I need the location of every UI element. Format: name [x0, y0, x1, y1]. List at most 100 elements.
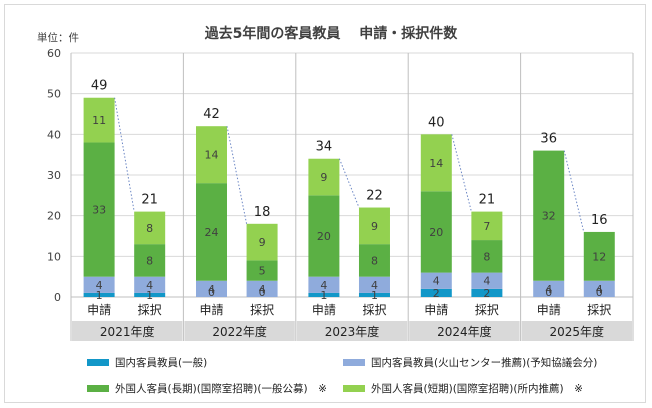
data-label: 2 [433, 287, 440, 300]
data-label: 24 [205, 226, 219, 239]
bar-segment [83, 142, 115, 277]
total-label: 40 [428, 115, 445, 130]
link-line [114, 97, 135, 212]
data-label: 0 [596, 286, 603, 299]
bar-segment [308, 292, 340, 297]
legend-item-domestic-recommended: 国内客員教員(火山センター推薦)(予知協議会分) [343, 355, 597, 370]
x-category-label: 申請 [87, 303, 111, 317]
total-label: 16 [591, 213, 608, 228]
bar-segment [308, 158, 340, 196]
year-band [409, 321, 520, 341]
y-tick-label: 0 [54, 291, 61, 304]
total-label: 21 [479, 193, 496, 208]
link-line [451, 134, 472, 212]
bar-segment [471, 211, 503, 241]
data-label: 32 [542, 210, 556, 223]
link-line [226, 126, 248, 224]
data-label: 1 [96, 289, 103, 302]
legend-label: 外国人客員(短期)(国際室招聘)(所内推薦) ※ [371, 383, 583, 395]
bar-segment [196, 280, 227, 297]
data-label: 0 [259, 286, 266, 299]
x-category-label: 採択 [250, 303, 274, 317]
y-tick-label: 50 [47, 88, 61, 101]
bar-segment [308, 195, 340, 277]
data-label: 33 [92, 204, 106, 217]
x-category-label: 採択 [138, 303, 162, 317]
legend-item-foreign-long: 外国人客員(長期)(国際室招聘)(一般公募) ※ [87, 381, 327, 396]
bar-segment [308, 276, 340, 293]
data-label: 7 [483, 220, 490, 233]
data-label: 1 [371, 289, 378, 302]
total-label: 21 [141, 193, 158, 208]
year-band [296, 321, 408, 341]
bar-segment [246, 280, 278, 297]
link-line [563, 150, 585, 233]
legend-label: 外国人客員(長期)(国際室招聘)(一般公募) ※ [115, 383, 327, 395]
year-label: 2024年度 [437, 324, 492, 339]
bar-segment [83, 292, 115, 297]
data-label: 0 [208, 286, 215, 299]
data-label: 1 [320, 289, 327, 302]
data-label: 4 [96, 279, 103, 292]
y-tick-label: 10 [47, 250, 61, 263]
bar-segment [583, 280, 615, 297]
bar-segment [196, 126, 227, 184]
data-label: 2 [483, 287, 490, 300]
data-label: 20 [429, 226, 443, 239]
data-label: 1 [146, 289, 153, 302]
total-label: 34 [316, 140, 333, 155]
bar-segment [134, 276, 166, 293]
y-tick-label: 60 [47, 47, 61, 60]
year-label: 2025年度 [550, 324, 605, 339]
data-label: 0 [545, 286, 552, 299]
data-label: 4 [146, 279, 153, 292]
x-category-label: 採択 [362, 303, 386, 317]
data-label: 4 [545, 283, 552, 296]
link-line [338, 158, 360, 208]
data-label: 11 [92, 114, 106, 127]
bar-segment [246, 223, 278, 261]
data-label: 8 [146, 222, 153, 235]
bar-segment [83, 276, 115, 293]
bar-segment [83, 97, 115, 143]
data-label: 9 [259, 236, 266, 249]
y-tick-label: 40 [47, 128, 61, 141]
total-label: 36 [540, 132, 557, 147]
bar-segment [134, 292, 166, 297]
data-label: 9 [371, 220, 378, 233]
data-label: 8 [483, 250, 490, 263]
bar-segment [471, 288, 503, 297]
x-category-label: 申請 [424, 303, 448, 317]
bar-segment [246, 260, 278, 281]
x-category-label: 採択 [587, 303, 611, 317]
bar-segment [134, 211, 166, 245]
data-label: 8 [146, 254, 153, 267]
legend-label: 国内客員教員(火山センター推薦)(予知協議会分) [371, 357, 598, 369]
y-tick-label: 20 [47, 210, 61, 223]
total-label: 22 [366, 189, 383, 204]
data-label: 14 [205, 149, 219, 162]
bar-segment [533, 150, 565, 281]
x-category-label: 申請 [199, 303, 223, 317]
data-label: 4 [433, 275, 440, 288]
data-label: 12 [592, 250, 606, 263]
legend-swatch [343, 359, 365, 366]
data-label: 4 [371, 279, 378, 292]
total-label: 18 [254, 205, 271, 220]
bar-segment [420, 191, 452, 273]
year-label: 2022年度 [212, 324, 267, 339]
data-label: 4 [208, 283, 215, 296]
bar-segment [420, 134, 452, 192]
bar-segment [358, 276, 390, 293]
unit-label: 単位：件 [37, 31, 79, 44]
bar-segment [134, 244, 166, 277]
data-label: 9 [320, 171, 327, 184]
year-label: 2021年度 [100, 324, 155, 339]
data-label: 4 [259, 283, 266, 296]
chart-title: 過去5年間の客員教員 申請・採択件数 [204, 25, 459, 42]
data-label: 5 [259, 265, 266, 278]
bar-segment [420, 272, 452, 289]
legend-item-domestic-general: 国内客員教員(一般) [87, 355, 207, 370]
